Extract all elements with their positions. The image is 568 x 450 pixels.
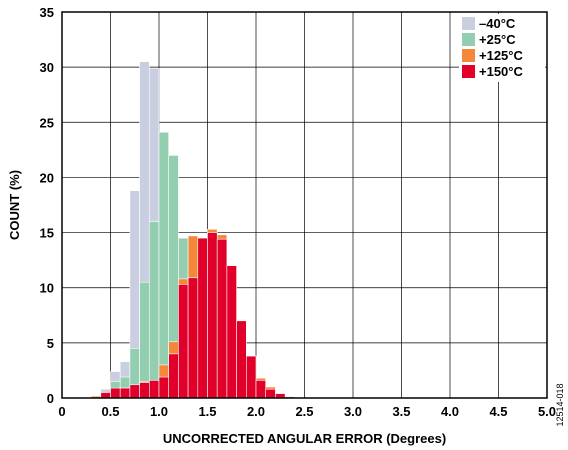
histogram-bar — [197, 237, 208, 399]
histogram-bar — [149, 380, 160, 399]
histogram-bar — [168, 353, 179, 399]
legend-label: +25°C — [479, 32, 516, 47]
y-tick-label: 35 — [40, 5, 54, 20]
legend-swatch — [462, 17, 475, 30]
histogram-bar — [110, 387, 121, 399]
figure-id: 12514-018 — [555, 383, 565, 426]
histogram-bar — [129, 384, 140, 399]
x-tick-label: 4.5 — [489, 404, 507, 419]
x-tick-label: 3.5 — [392, 404, 410, 419]
y-axis-title: COUNT (%) — [7, 170, 22, 240]
histogram-bar — [216, 238, 228, 399]
legend-label: –40°C — [479, 16, 516, 31]
histogram-bar — [158, 376, 169, 399]
x-tick-label: 5.0 — [538, 404, 556, 419]
legend: –40°C+25°C+125°C+150°C — [459, 14, 545, 82]
histogram-bar — [178, 284, 189, 399]
series-3 — [90, 232, 296, 399]
y-tick-label: 25 — [40, 115, 54, 130]
legend-label: +125°C — [479, 48, 523, 63]
x-tick-label: 1.5 — [198, 404, 216, 419]
plot-frame — [61, 11, 548, 399]
x-tick-label: 2.5 — [295, 404, 313, 419]
legend-label: +150°C — [479, 64, 523, 79]
y-tick-label: 15 — [40, 226, 54, 241]
tick-labels: 0 0.5 1.0 1.5 2.0 2.5 3.0 3.5 4.0 4.5 5.0 0 5 10 15 20 2… — [40, 5, 557, 419]
legend-swatch — [462, 65, 475, 78]
histogram-bar — [139, 382, 150, 399]
legend-swatch — [462, 49, 475, 62]
x-axis-title: UNCORRECTED ANGULAR ERROR (Degrees) — [163, 431, 446, 446]
histogram-bar — [236, 320, 247, 399]
x-tick-label: 0.5 — [101, 404, 119, 419]
x-tick-label: 1.0 — [150, 404, 168, 419]
histogram-bar — [255, 380, 266, 399]
y-tick-label: 0 — [47, 391, 54, 406]
y-tick-label: 30 — [40, 60, 54, 75]
histogram-bar — [226, 265, 237, 399]
histogram-bar — [158, 131, 169, 399]
x-tick-label: 0 — [58, 404, 65, 419]
legend-swatch — [462, 33, 475, 46]
histogram-bar — [265, 388, 276, 399]
histogram-bar — [187, 277, 199, 399]
histogram-bar — [207, 232, 218, 399]
x-tick-label: 2.0 — [247, 404, 265, 419]
x-tick-label: 4.0 — [441, 404, 459, 419]
histogram-bar — [246, 355, 257, 399]
y-tick-label: 5 — [47, 336, 54, 351]
histogram-bar — [139, 281, 150, 399]
histogram-bar — [119, 387, 131, 399]
histogram-bars — [90, 61, 296, 399]
y-tick-label: 20 — [40, 170, 54, 185]
x-tick-label: 3.0 — [344, 404, 362, 419]
y-tick-label: 10 — [40, 281, 54, 296]
histogram-bar — [100, 392, 111, 399]
histogram-bar — [149, 221, 160, 399]
